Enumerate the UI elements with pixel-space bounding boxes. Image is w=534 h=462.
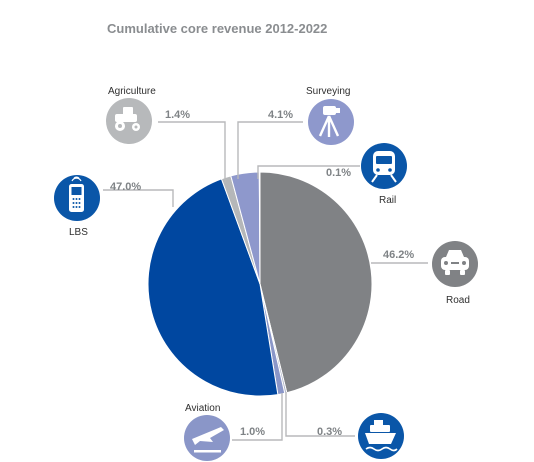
airplane-icon xyxy=(184,415,230,461)
leader-line-lbs xyxy=(103,189,174,207)
ship-icon xyxy=(358,413,404,459)
value-label-lbs: 47.0% xyxy=(110,181,141,193)
value-label-aviation: 1.0% xyxy=(240,426,265,438)
chart-title: Cumulative core revenue 2012-2022 xyxy=(107,21,327,36)
pie-slice-rail xyxy=(258,171,261,285)
category-label-lbs: LBS xyxy=(69,227,88,238)
theodolite-icon xyxy=(308,99,354,145)
pie xyxy=(147,171,373,397)
leader-line-surveying xyxy=(237,121,303,179)
leader-line-agriculture xyxy=(158,121,226,183)
value-label-agriculture: 1.4% xyxy=(165,109,190,121)
value-label-maritime: 0.3% xyxy=(317,426,342,438)
car-icon xyxy=(432,241,478,287)
pie-slice-road xyxy=(259,171,373,394)
category-label-agriculture: Agriculture xyxy=(108,86,156,97)
value-label-road: 46.2% xyxy=(383,249,414,261)
train-icon xyxy=(361,143,407,189)
category-label-aviation: Aviation xyxy=(185,403,220,414)
mobile-phone-icon xyxy=(54,175,100,221)
leader-line-aviation xyxy=(232,393,283,441)
value-label-rail: 0.1% xyxy=(326,167,351,179)
leader-line-rail xyxy=(257,165,360,179)
tractor-icon xyxy=(106,98,152,144)
category-label-road: Road xyxy=(446,295,470,306)
leader-line-maritime xyxy=(285,392,355,437)
value-label-surveying: 4.1% xyxy=(268,109,293,121)
category-label-rail: Rail xyxy=(379,195,396,206)
pie-slice-lbs xyxy=(147,178,279,397)
category-label-surveying: Surveying xyxy=(306,86,350,97)
